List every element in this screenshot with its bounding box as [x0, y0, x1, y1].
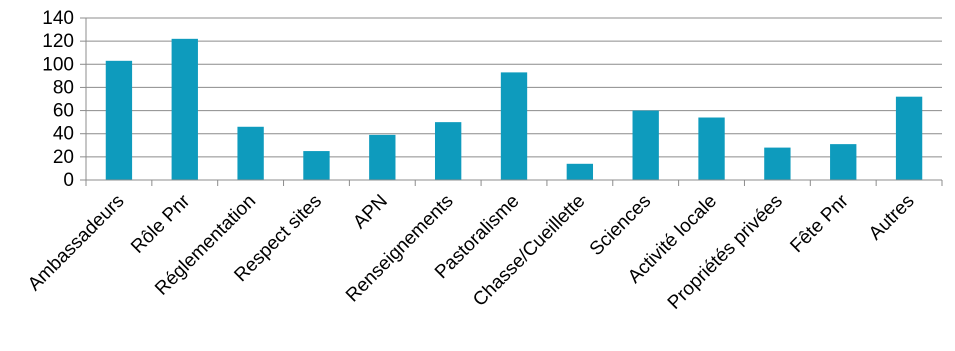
- bar-7: [566, 163, 594, 180]
- bar-10: [764, 147, 791, 180]
- x-category-label: Rôle Pnr: [127, 190, 195, 258]
- x-category-label: Ambassadeurs: [24, 191, 128, 295]
- y-tick-label: 140: [42, 8, 74, 29]
- x-category-label: Chasse/Cueillette: [469, 191, 589, 311]
- y-tick-label: 20: [53, 147, 74, 168]
- y-tick-label: 60: [53, 101, 74, 122]
- bar-8: [632, 110, 659, 180]
- x-category-label: Propriétés privées: [664, 191, 787, 314]
- x-category-label: Autres: [865, 191, 919, 245]
- bar-12: [895, 96, 923, 180]
- bar-5: [434, 122, 462, 180]
- bar-6: [500, 72, 528, 180]
- y-tick-label: 100: [42, 54, 74, 75]
- bar-11: [830, 144, 857, 180]
- bar-1: [171, 38, 198, 181]
- bar-0: [105, 60, 133, 180]
- x-category-label: APN: [349, 191, 391, 233]
- bar-2: [237, 126, 264, 180]
- bar-4: [369, 134, 396, 180]
- y-tick-label: 40: [53, 124, 74, 145]
- bar-3: [303, 151, 330, 180]
- y-tick-label: 120: [42, 31, 74, 52]
- x-category-label: Fête Pnr: [786, 190, 853, 257]
- bar-9: [698, 117, 725, 180]
- x-category-label: Sciences: [586, 191, 655, 260]
- y-tick-label: 0: [63, 170, 74, 191]
- bars: [105, 38, 923, 181]
- y-tick-label: 80: [53, 77, 74, 98]
